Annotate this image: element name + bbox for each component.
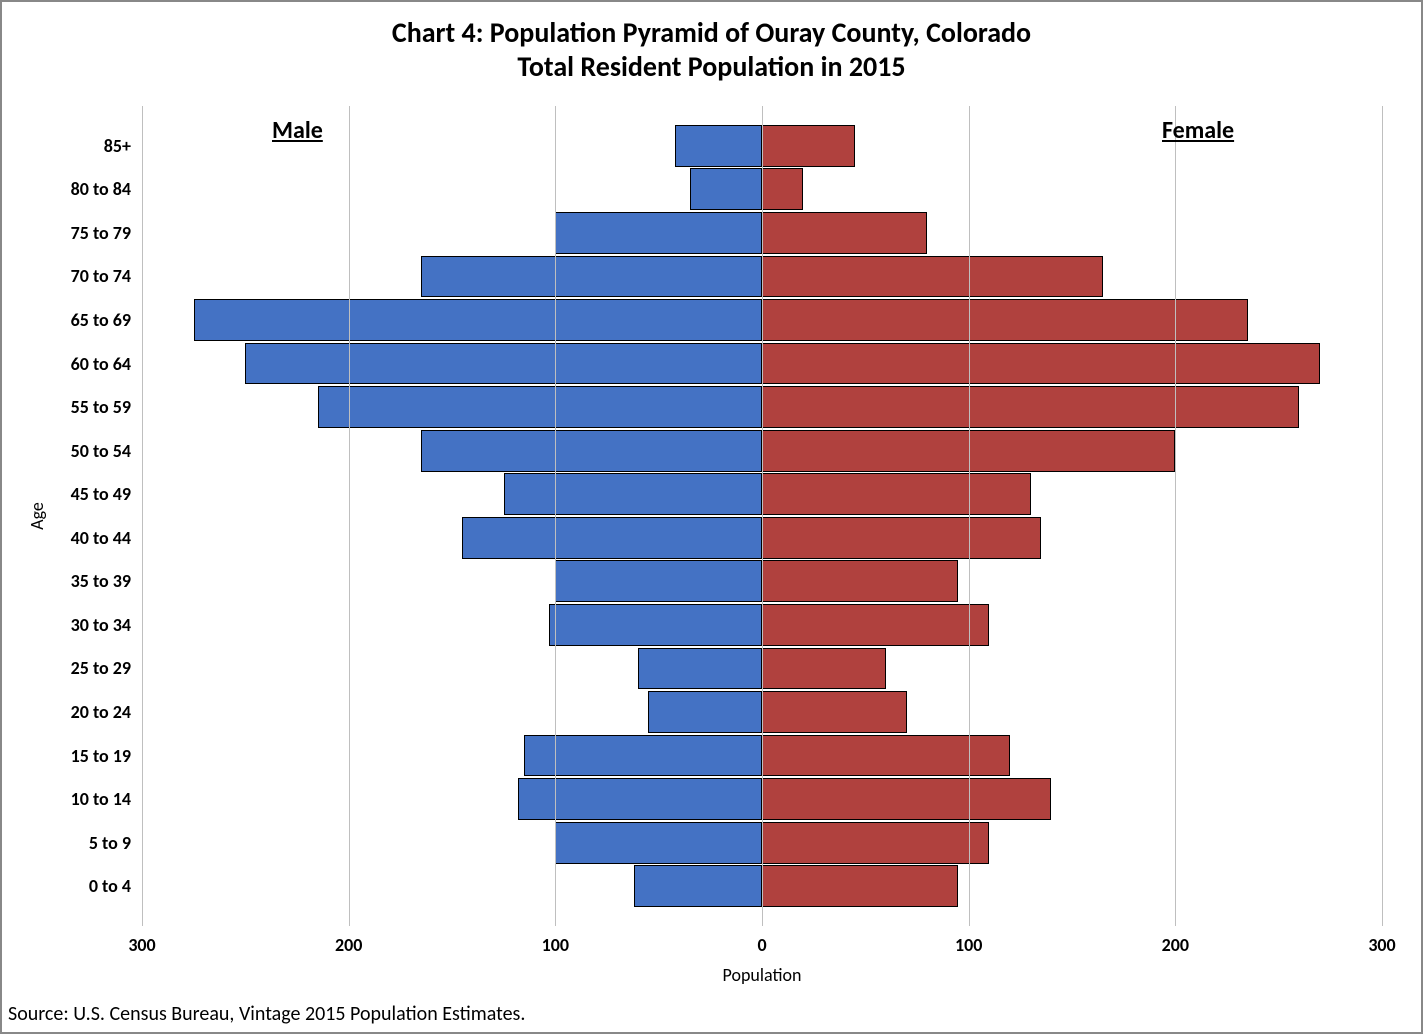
y-tick-label: 55 to 59	[11, 396, 131, 418]
female-bar	[762, 648, 886, 690]
female-bar	[762, 343, 1320, 385]
y-tick-label: 70 to 74	[11, 265, 131, 287]
y-tick-label: 80 to 84	[11, 178, 131, 200]
chart-container: Chart 4: Population Pyramid of Ouray Cou…	[0, 0, 1423, 1034]
male-series-label: Male	[272, 116, 323, 145]
female-bar	[762, 560, 958, 602]
chart-title-line1: Chart 4: Population Pyramid of Ouray Cou…	[2, 16, 1421, 50]
gridline	[762, 106, 763, 926]
male-bar	[648, 691, 762, 733]
y-tick-label: 30 to 34	[11, 614, 131, 636]
y-tick-label: 5 to 9	[11, 832, 131, 854]
male-bar	[194, 299, 762, 341]
male-bar	[421, 256, 762, 298]
female-bar	[762, 865, 958, 907]
female-bar	[762, 256, 1103, 298]
male-bar	[245, 343, 762, 385]
female-bar	[762, 386, 1299, 428]
male-bar	[675, 125, 762, 167]
y-tick-label: 25 to 29	[11, 657, 131, 679]
x-tick-label: 300	[102, 934, 182, 956]
male-bar	[504, 473, 762, 515]
female-bar	[762, 822, 989, 864]
x-tick-label: 300	[1342, 934, 1422, 956]
female-bar	[762, 735, 1010, 777]
chart-title: Chart 4: Population Pyramid of Ouray Cou…	[2, 2, 1421, 83]
y-tick-label: 40 to 44	[11, 527, 131, 549]
x-tick-label: 100	[929, 934, 1009, 956]
male-bar	[549, 604, 762, 646]
gridline	[1382, 106, 1383, 926]
x-tick-label: 100	[515, 934, 595, 956]
male-bar	[555, 212, 762, 254]
y-tick-label: 10 to 14	[11, 788, 131, 810]
y-tick-label: 35 to 39	[11, 570, 131, 592]
y-tick-label: 75 to 79	[11, 222, 131, 244]
male-bar	[555, 560, 762, 602]
male-bar	[524, 735, 762, 777]
male-bar	[634, 865, 762, 907]
y-tick-label: 20 to 24	[11, 701, 131, 723]
gridline	[349, 106, 350, 926]
y-tick-label: 45 to 49	[11, 483, 131, 505]
x-tick-label: 200	[309, 934, 389, 956]
gridline	[969, 106, 970, 926]
male-bar	[421, 430, 762, 472]
female-bar	[762, 778, 1051, 820]
female-series-label: Female	[1162, 116, 1234, 145]
female-bar	[762, 212, 927, 254]
male-bar	[318, 386, 762, 428]
female-bar	[762, 691, 907, 733]
source-text: Source: U.S. Census Bureau, Vintage 2015…	[8, 1002, 525, 1026]
y-tick-label: 85+	[11, 135, 131, 157]
y-tick-label: 50 to 54	[11, 440, 131, 462]
gridline	[1175, 106, 1176, 926]
plot-area	[142, 106, 1382, 926]
female-bar	[762, 517, 1041, 559]
x-tick-label: 200	[1135, 934, 1215, 956]
x-tick-label: 0	[722, 934, 802, 956]
y-tick-label: 15 to 19	[11, 745, 131, 767]
chart-title-line2: Total Resident Population in 2015	[2, 50, 1421, 84]
male-bar	[690, 168, 762, 210]
y-tick-label: 0 to 4	[11, 875, 131, 897]
y-tick-label: 65 to 69	[11, 309, 131, 331]
gridline	[555, 106, 556, 926]
y-tick-label: 60 to 64	[11, 353, 131, 375]
male-bar	[638, 648, 762, 690]
female-bar	[762, 125, 855, 167]
x-axis-title: Population	[142, 964, 1382, 986]
gridline	[142, 106, 143, 926]
male-bar	[555, 822, 762, 864]
y-axis-title: Age	[26, 502, 48, 530]
female-bar	[762, 604, 989, 646]
male-bar	[462, 517, 762, 559]
female-bar	[762, 473, 1031, 515]
female-bar	[762, 168, 803, 210]
